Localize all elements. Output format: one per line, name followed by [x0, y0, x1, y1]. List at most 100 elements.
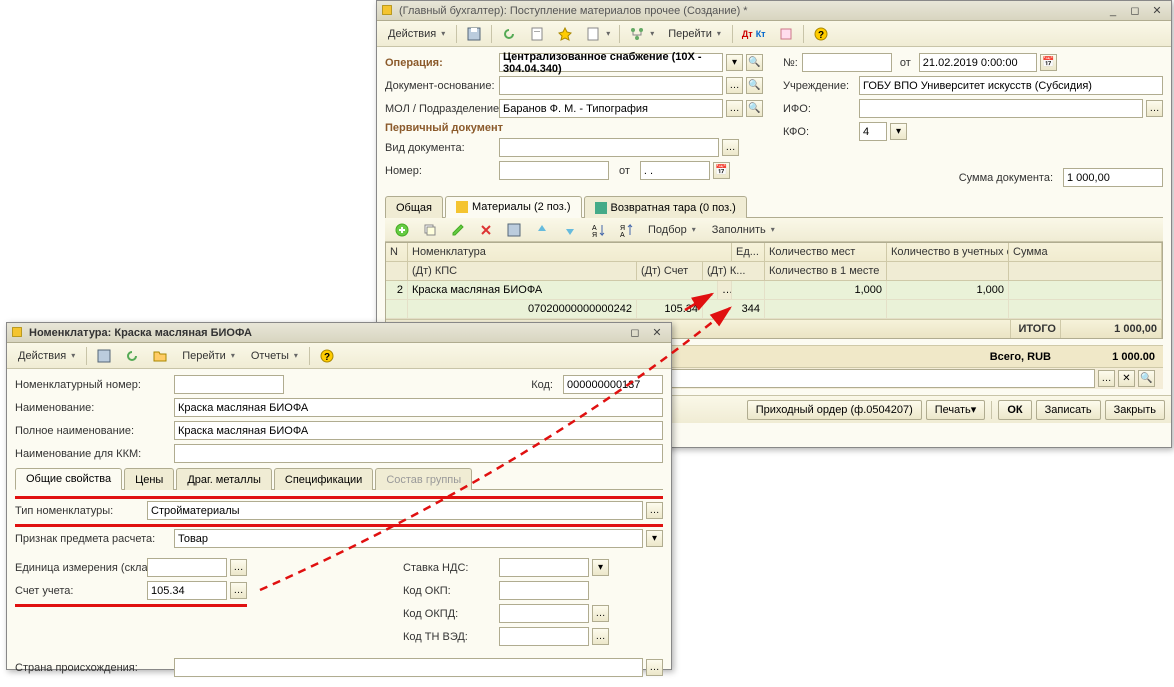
- sort-asc-icon[interactable]: АЯ: [585, 220, 611, 240]
- help-icon[interactable]: ?: [808, 24, 834, 44]
- sub-save-icon[interactable]: [91, 346, 117, 366]
- kfo-field[interactable]: 4: [859, 122, 887, 141]
- docsum-field[interactable]: 1 000,00: [1063, 168, 1163, 187]
- operation-search[interactable]: 🔍: [746, 54, 763, 71]
- doctype-dots[interactable]: …: [722, 139, 739, 156]
- save-grid-icon[interactable]: [501, 220, 527, 240]
- cell-ed[interactable]: [732, 281, 765, 299]
- docbasis-dots[interactable]: …: [726, 77, 743, 94]
- fill-menu[interactable]: Заполнить▾: [705, 220, 782, 240]
- nds-field[interactable]: [499, 558, 589, 577]
- tab-common[interactable]: Общие свойства: [15, 468, 122, 490]
- calcattr-field[interactable]: Товар: [174, 529, 643, 548]
- sub-refresh-icon[interactable]: [119, 346, 145, 366]
- operation-field[interactable]: Централизованное снабжение (10Х - 304.04…: [499, 53, 723, 72]
- dtkt-icon[interactable]: ДтКт: [737, 24, 771, 44]
- nomnum-field[interactable]: [174, 375, 284, 394]
- number-field[interactable]: [499, 161, 609, 180]
- tab-tara[interactable]: Возвратная тара (0 поз.): [584, 196, 747, 218]
- name-field[interactable]: Краска масляная БИОФА: [174, 398, 663, 417]
- tab-prices[interactable]: Цены: [124, 468, 174, 490]
- col-dt-k[interactable]: (Дт) К...: [703, 262, 765, 280]
- ifo-dots[interactable]: …: [1146, 100, 1163, 117]
- cell-k[interactable]: 344: [703, 300, 765, 318]
- actions-menu[interactable]: Действия▾: [381, 24, 452, 44]
- numsign-field[interactable]: [802, 53, 892, 72]
- sub-maximize-button[interactable]: ◻: [625, 326, 645, 340]
- sub-close-button[interactable]: ✕: [647, 326, 667, 340]
- kps-clear[interactable]: ✕: [1118, 370, 1135, 387]
- tab-specs[interactable]: Спецификации: [274, 468, 373, 490]
- okpd-dots[interactable]: …: [592, 605, 609, 622]
- sub-help-icon[interactable]: ?: [314, 346, 340, 366]
- okp-field[interactable]: [499, 581, 589, 600]
- refresh-icon[interactable]: [496, 24, 522, 44]
- tab-group[interactable]: Состав группы: [375, 468, 472, 490]
- col-qty-units[interactable]: Количество в учетных единицах: [887, 243, 1009, 261]
- tnved-field[interactable]: [499, 627, 589, 646]
- ifo-field[interactable]: [859, 99, 1143, 118]
- edit-row-icon[interactable]: [445, 220, 471, 240]
- kps-dots[interactable]: …: [1098, 370, 1115, 387]
- docbasis-field[interactable]: [499, 76, 723, 95]
- minimize-button[interactable]: _: [1103, 4, 1123, 18]
- col-nomenclature[interactable]: Номенклатура: [408, 243, 732, 261]
- print-button[interactable]: Печать▾: [926, 400, 986, 420]
- col-sum[interactable]: Сумма: [1009, 243, 1162, 261]
- main-titlebar[interactable]: (Главный бухгалтер): Поступление материа…: [377, 1, 1171, 21]
- doc-icon[interactable]: [524, 24, 550, 44]
- kkm-field[interactable]: [174, 444, 663, 463]
- account-dots[interactable]: …: [230, 582, 247, 599]
- kps-search[interactable]: 🔍: [1138, 370, 1155, 387]
- goto-menu[interactable]: Перейти▾: [661, 24, 728, 44]
- cell-sum[interactable]: [1009, 281, 1162, 299]
- sort-desc-icon[interactable]: ЯА: [613, 220, 639, 240]
- ot-date-cal[interactable]: 📅: [713, 162, 730, 179]
- save-button[interactable]: Записать: [1036, 400, 1101, 420]
- col-qty-in1[interactable]: Количество в 1 месте: [765, 262, 887, 280]
- ok-button[interactable]: ОК: [998, 400, 1031, 420]
- mol-search[interactable]: 🔍: [746, 100, 763, 117]
- tab-metals[interactable]: Драг. металлы: [176, 468, 272, 490]
- unit-field[interactable]: [147, 558, 227, 577]
- col-ed[interactable]: Ед...: [732, 243, 765, 261]
- nomtype-dots[interactable]: …: [646, 502, 663, 519]
- close-button[interactable]: ✕: [1147, 4, 1167, 18]
- cell-qty-places[interactable]: 1,000: [765, 281, 887, 299]
- save-icon[interactable]: [461, 24, 487, 44]
- delete-row-icon[interactable]: [473, 220, 499, 240]
- sub-titlebar[interactable]: Номенклатура: Краска масляная БИОФА ◻ ✕: [7, 323, 671, 343]
- mol-field[interactable]: Баранов Ф. М. - Типография: [499, 99, 723, 118]
- tree-icon[interactable]: ▾: [624, 24, 659, 44]
- fullname-field[interactable]: Краска масляная БИОФА: [174, 421, 663, 440]
- inst-field[interactable]: ГОБУ ВПО Университет искусств (Субсидия): [859, 76, 1163, 95]
- code-field[interactable]: 000000000137: [563, 375, 663, 394]
- doc2-icon[interactable]: ▾: [580, 24, 615, 44]
- sub-folder-icon[interactable]: [147, 346, 173, 366]
- maximize-button[interactable]: ◻: [1125, 4, 1145, 18]
- operation-drop[interactable]: ▾: [726, 54, 743, 71]
- down-icon[interactable]: [557, 220, 583, 240]
- okpd-field[interactable]: [499, 604, 589, 623]
- unit-dots[interactable]: …: [230, 559, 247, 576]
- close-doc-button[interactable]: Закрыть: [1105, 400, 1165, 420]
- cell-nom-dots[interactable]: …: [718, 281, 732, 299]
- tnved-dots[interactable]: …: [592, 628, 609, 645]
- date-cal[interactable]: 📅: [1040, 54, 1057, 71]
- up-icon[interactable]: [529, 220, 555, 240]
- col-qty-places[interactable]: Количество мест: [765, 243, 887, 261]
- sub-goto-menu[interactable]: Перейти▾: [175, 346, 242, 366]
- cell-nomenclature[interactable]: Краска масляная БИОФА: [408, 281, 718, 299]
- pin-icon[interactable]: [552, 24, 578, 44]
- order-button[interactable]: Приходный ордер (ф.0504207): [747, 400, 922, 420]
- docbasis-search[interactable]: 🔍: [746, 77, 763, 94]
- cell-account[interactable]: 105.34: [637, 300, 703, 318]
- mol-dots[interactable]: …: [726, 100, 743, 117]
- account-field[interactable]: 105.34: [147, 581, 227, 600]
- ot-date-field[interactable]: . .: [640, 161, 710, 180]
- col-dt-kps[interactable]: (Дт) КПС: [408, 262, 637, 280]
- add-row-icon[interactable]: [389, 220, 415, 240]
- tab-general[interactable]: Общая: [385, 196, 443, 218]
- tab-materials[interactable]: Материалы (2 поз.): [445, 196, 582, 218]
- report-icon[interactable]: [773, 24, 799, 44]
